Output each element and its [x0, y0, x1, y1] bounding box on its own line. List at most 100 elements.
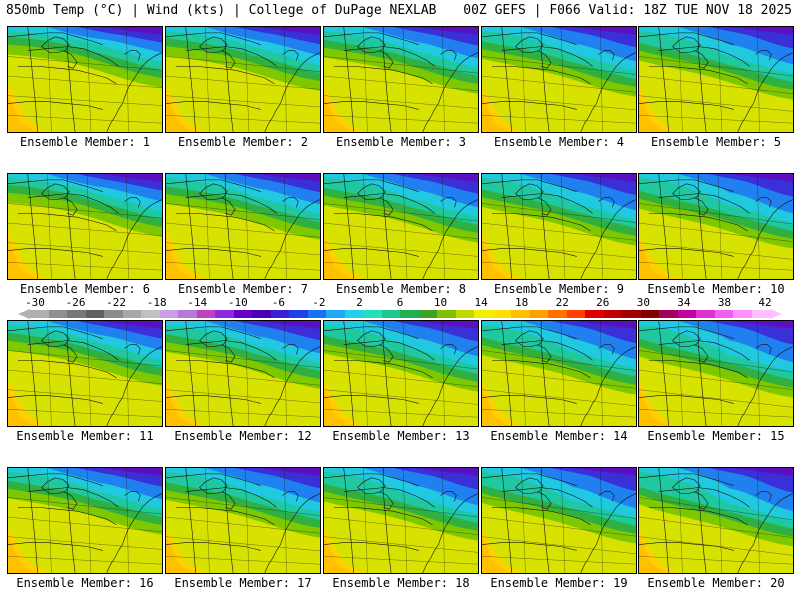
ensemble-member-map-3 [323, 26, 479, 133]
colorbar-segment [104, 310, 123, 318]
ensemble-member-map-11 [7, 320, 163, 427]
colorbar-segment [622, 310, 641, 318]
run-valid-time: 00Z GEFS | F066 Valid: 18Z TUE NOV 18 20… [463, 3, 792, 18]
colorbar-segment [344, 310, 363, 318]
colorbar-segment [381, 310, 400, 318]
ensemble-member-label-4: Ensemble Member: 4 [493, 135, 625, 149]
colorbar-segment [659, 310, 678, 318]
colorbar-segment [696, 310, 715, 318]
ensemble-member-label-12: Ensemble Member: 12 [174, 429, 312, 443]
colorbar-tick-label: 18 [515, 296, 529, 309]
colorbar-tick-label: 10 [433, 296, 448, 309]
colorbar-segment [677, 310, 696, 318]
colorbar-tick-label: 26 [596, 296, 610, 309]
ensemble-member-map-5 [638, 26, 794, 133]
ensemble-member-map-13 [323, 320, 479, 427]
colorbar-segment [603, 310, 622, 318]
ensemble-member-map-2 [165, 26, 321, 133]
colorbar-tick-label: -22 [106, 296, 127, 309]
colorbar-segment [30, 310, 49, 318]
colorbar-tick-label: 34 [677, 296, 691, 309]
colorbar-tick-label: -2 [312, 296, 326, 309]
colorbar-segment [307, 310, 326, 318]
colorbar-tick-label: 6 [396, 296, 404, 309]
colorbar-tick-label: -10 [227, 296, 248, 309]
colorbar-segment [215, 310, 234, 318]
ensemble-member-label-6: Ensemble Member: 6 [19, 282, 151, 296]
ensemble-member-label-20: Ensemble Member: 20 [647, 576, 785, 590]
colorbar-segment [270, 310, 289, 318]
colorbar-tick-label: 22 [555, 296, 569, 309]
ensemble-member-label-13: Ensemble Member: 13 [332, 429, 470, 443]
colorbar-segment [159, 310, 178, 318]
colorbar-segment [178, 310, 197, 318]
ensemble-member-map-15 [638, 320, 794, 427]
colorbar-tick-label: 2 [356, 296, 363, 309]
ensemble-member-label-19: Ensemble Member: 19 [490, 576, 628, 590]
colorbar-segment [326, 310, 345, 318]
colorbar-segment [529, 310, 548, 318]
ensemble-member-label-1: Ensemble Member: 1 [19, 135, 151, 149]
ensemble-member-map-16 [7, 467, 163, 574]
ensemble-member-map-17 [165, 467, 321, 574]
colorbar-segment [252, 310, 271, 318]
colorbar-segment [585, 310, 604, 318]
colorbar-segment [400, 310, 419, 318]
ensemble-member-label-17: Ensemble Member: 17 [174, 576, 312, 590]
ensemble-member-map-8 [323, 173, 479, 280]
colorbar-segment [751, 310, 770, 318]
colorbar-tick-label: -14 [187, 296, 208, 309]
colorbar-segment [418, 310, 437, 318]
colorbar-low-arrow [18, 309, 30, 319]
ensemble-member-label-10: Ensemble Member: 10 [647, 282, 785, 296]
colorbar-segment [122, 310, 141, 318]
ensemble-member-label-15: Ensemble Member: 15 [647, 429, 785, 443]
colorbar-segment [714, 310, 733, 318]
colorbar-segment [141, 310, 160, 318]
ensemble-member-map-1 [7, 26, 163, 133]
colorbar-segment [455, 310, 474, 318]
colorbar-segment [437, 310, 456, 318]
ensemble-member-map-14 [481, 320, 637, 427]
ensemble-member-label-18: Ensemble Member: 18 [332, 576, 470, 590]
colorbar-tick-label: 42 [758, 296, 772, 309]
ensemble-member-map-18 [323, 467, 479, 574]
colorbar-segment [196, 310, 215, 318]
colorbar-high-arrow [770, 309, 782, 319]
colorbar-tick-labels: -30 -26 -22 -18 -14 -10 -6 -2 2 6 10 14 18 22 26 30 34 38… [0, 296, 800, 310]
ensemble-member-map-12 [165, 320, 321, 427]
colorbar-segment [640, 310, 659, 318]
colorbar-segment [289, 310, 308, 318]
ensemble-member-label-3: Ensemble Member: 3 [335, 135, 467, 149]
colorbar-tick-label: 38 [717, 296, 732, 309]
ensemble-member-map-10 [638, 173, 794, 280]
ensemble-member-label-9: Ensemble Member: 9 [493, 282, 625, 296]
colorbar-segment [67, 310, 86, 318]
colorbar-tick-label: -18 [146, 296, 167, 309]
colorbar-segment [492, 310, 511, 318]
colorbar-segment [733, 310, 752, 318]
colorbar-tick-label: -6 [271, 296, 285, 309]
ensemble-member-label-5: Ensemble Member: 5 [650, 135, 782, 149]
colorbar-tick-label: -30 [25, 296, 45, 309]
colorbar-segment [566, 310, 585, 318]
ensemble-member-label-7: Ensemble Member: 7 [177, 282, 309, 296]
chart-title: 850mb Temp (°C) | Wind (kts) | College o… [6, 3, 437, 18]
ensemble-member-map-6 [7, 173, 163, 280]
ensemble-member-map-20 [638, 467, 794, 574]
ensemble-member-label-14: Ensemble Member: 14 [490, 429, 628, 443]
colorbar-segment [233, 310, 252, 318]
colorbar-segment [548, 310, 567, 318]
ensemble-member-label-8: Ensemble Member: 8 [335, 282, 467, 296]
colorbar-segment [474, 310, 493, 318]
colorbar-segment [48, 310, 67, 318]
colorbar-segment [511, 310, 530, 318]
colorbar-tick-label: 30 [636, 296, 650, 309]
ensemble-member-map-9 [481, 173, 637, 280]
colorbar-segment [85, 310, 104, 318]
ensemble-member-label-2: Ensemble Member: 2 [177, 135, 309, 149]
ensemble-member-label-16: Ensemble Member: 16 [16, 576, 154, 590]
ensemble-member-map-4 [481, 26, 637, 133]
colorbar-tick-label: 14 [474, 296, 488, 309]
ensemble-member-map-19 [481, 467, 637, 574]
